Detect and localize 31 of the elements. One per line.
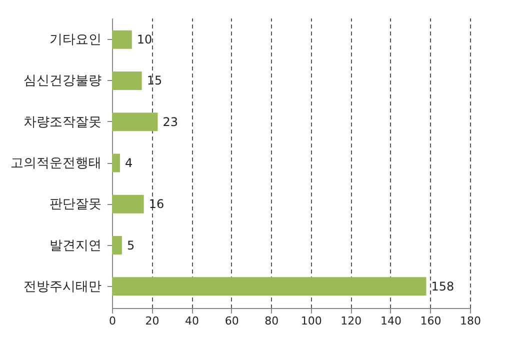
x-tick-label: 40 <box>185 314 200 328</box>
bar <box>112 30 132 49</box>
y-tick-label: 판단잘못 <box>50 197 102 212</box>
data-label: 5 <box>126 238 135 252</box>
x-tick-label: 140 <box>380 314 402 328</box>
y-tick-label: 전방주시태만 <box>24 279 102 294</box>
data-label: 4 <box>124 156 133 170</box>
bar <box>112 194 144 214</box>
bar <box>112 154 120 172</box>
x-tick-label: 180 <box>460 314 481 328</box>
x-tick-label: 0 <box>109 314 116 328</box>
data-label: 16 <box>148 197 164 212</box>
y-tick-label: 발견지연 <box>50 238 102 254</box>
x-tick-label: 20 <box>145 314 160 328</box>
x-tick-label: 80 <box>264 314 279 328</box>
bar <box>112 236 122 255</box>
y-tick-label: 기타요인 <box>50 32 102 48</box>
data-label: 10 <box>136 32 152 47</box>
data-label: 23 <box>162 114 178 129</box>
bar <box>112 277 426 296</box>
data-label: 15 <box>146 74 162 88</box>
bar <box>112 112 158 132</box>
bar <box>112 71 142 90</box>
x-tick-label: 100 <box>300 314 322 328</box>
x-tick-label: 160 <box>420 314 442 328</box>
x-tick-label: 60 <box>224 314 239 328</box>
y-tick-label: 고의적운전행태 <box>10 156 102 171</box>
y-tick-label: 심신건강불량 <box>24 74 102 89</box>
x-tick-label: 120 <box>340 314 362 328</box>
data-label: 158 <box>431 279 454 294</box>
y-tick-label: 차량조작잘못 <box>24 114 102 130</box>
